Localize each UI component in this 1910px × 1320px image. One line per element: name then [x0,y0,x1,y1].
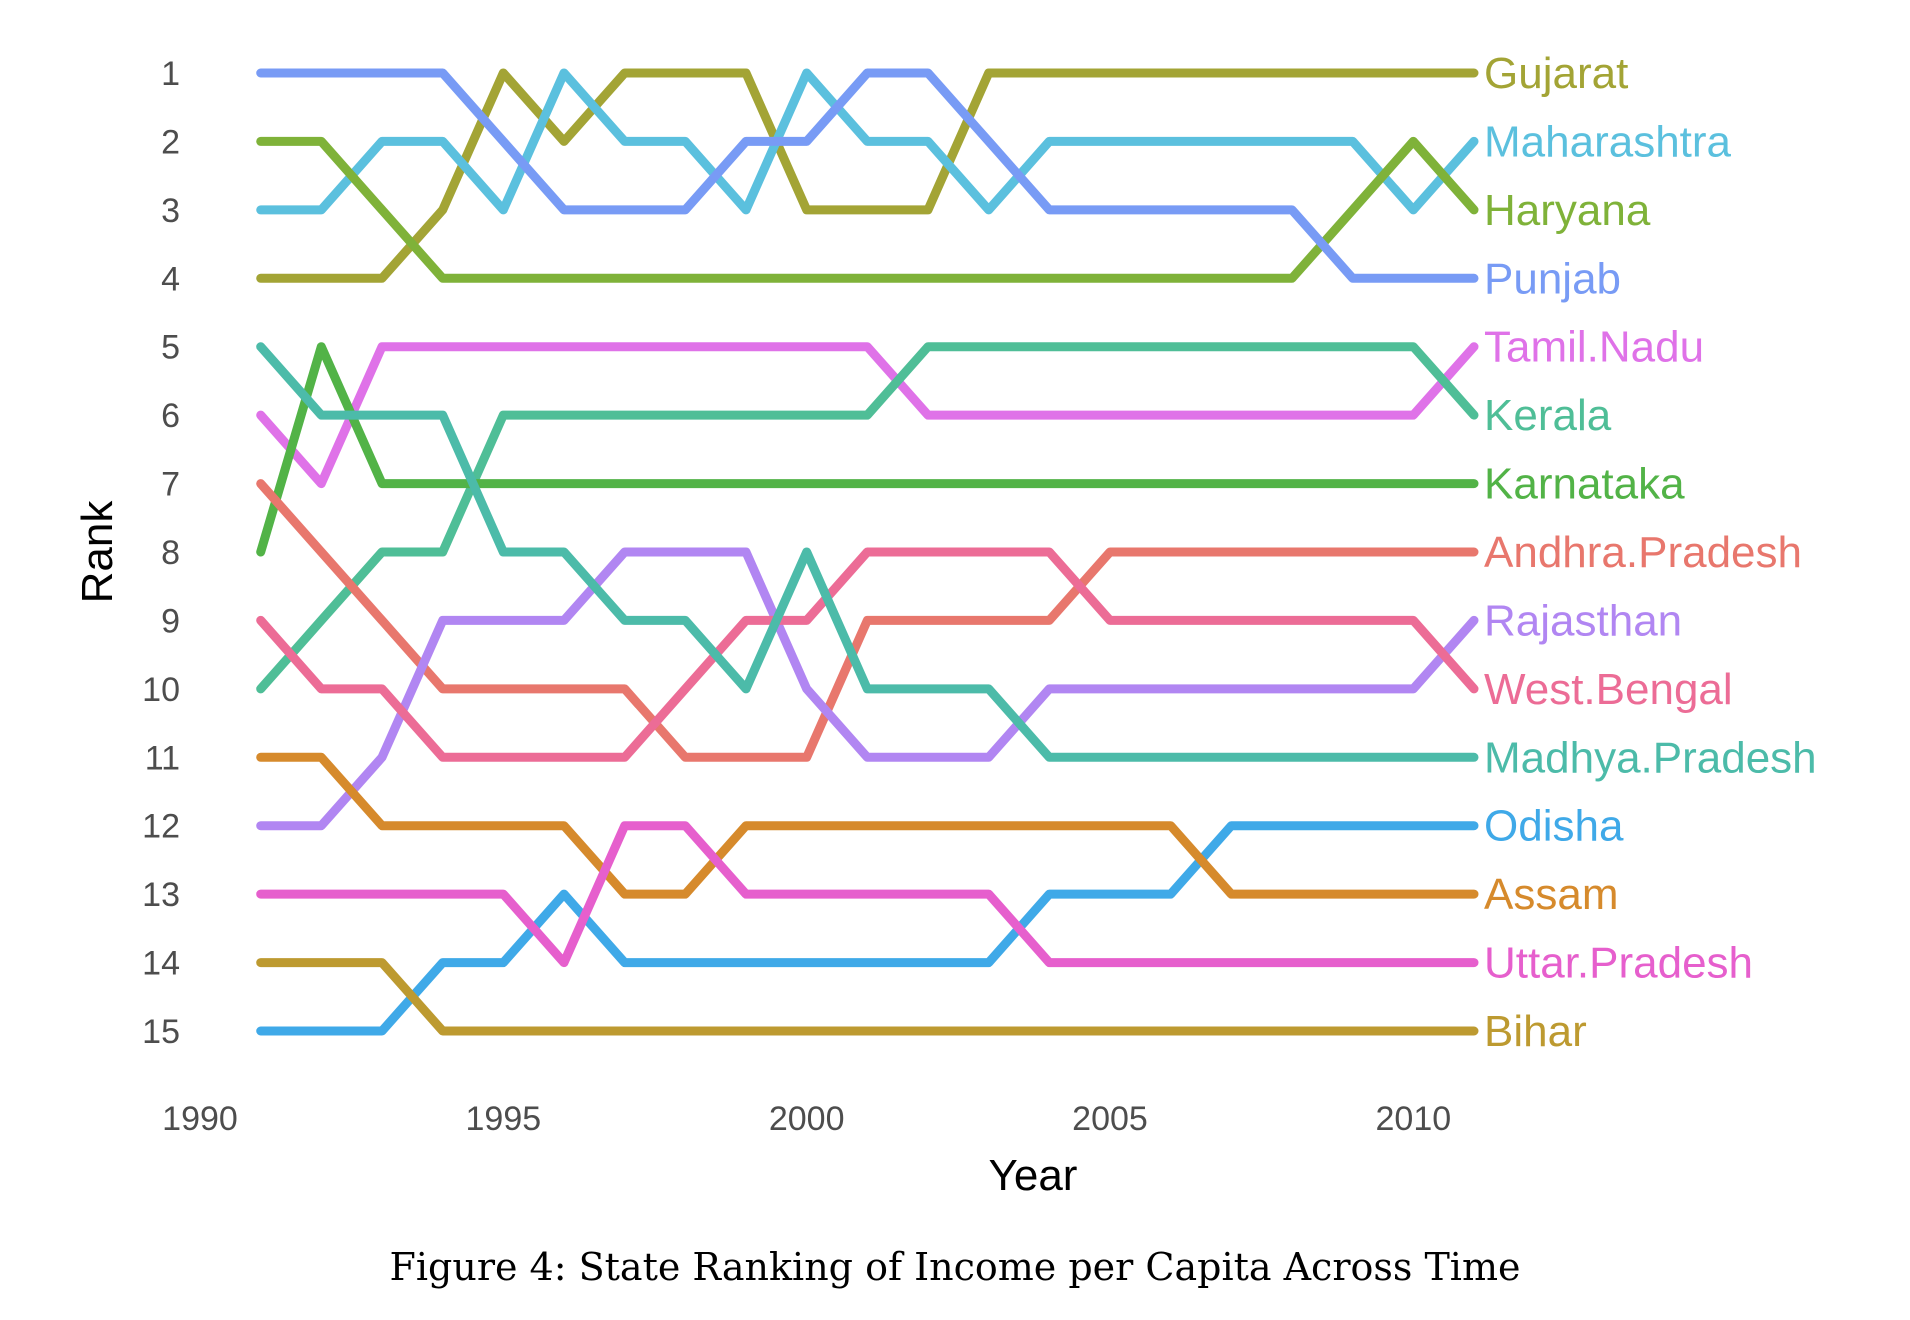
y-tick-label: 4 [161,260,180,298]
line-bihar [256,958,1479,1036]
end-label-haryana: Haryana [1484,186,1651,235]
y-tick-label: 7 [161,466,180,504]
y-tick-label: 11 [145,739,180,777]
line-andhra-pradesh [256,479,1479,762]
y-axis-title: Rank [73,500,122,604]
y-tick-label: 8 [161,534,180,572]
end-label-tamil-nadu: Tamil.Nadu [1484,323,1704,372]
line-karnataka [256,342,1479,557]
y-tick-label: 3 [161,192,180,230]
y-tick-label: 5 [161,329,180,367]
end-label-karnataka: Karnataka [1484,460,1685,509]
line-gujarat [256,68,1479,283]
end-label-west-bengal: West.Bengal [1484,665,1733,714]
y-tick-label: 14 [142,945,180,983]
y-tick-label: 1 [161,55,180,93]
end-label-kerala: Kerala [1484,391,1612,440]
end-label-assam: Assam [1484,870,1618,919]
line-west-bengal [256,547,1479,762]
line-maharashtra [256,68,1479,215]
end-label-punjab: Punjab [1484,254,1621,303]
y-tick-label: 2 [161,123,180,161]
x-tick-label: 2000 [769,1100,845,1138]
y-tick-label: 15 [142,1013,180,1051]
line-uttar-pradesh [256,821,1479,968]
x-tick-label: 1990 [162,1100,238,1138]
line-kerala [256,342,1479,694]
end-label-maharashtra: Maharashtra [1484,117,1732,166]
end-label-gujarat: Gujarat [1484,49,1628,98]
end-label-madhya-pradesh: Madhya.Pradesh [1484,733,1817,782]
end-label-rajasthan: Rajasthan [1484,596,1682,645]
end-label-andhra-pradesh: Andhra.Pradesh [1484,528,1802,577]
x-axis-ticks: 1990 1995 2000 2005 2010 [162,1100,1451,1138]
line-odisha [256,821,1479,1036]
y-tick-label: 12 [142,808,180,846]
line-punjab [256,68,1479,283]
y-tick-label: 13 [142,876,180,914]
series-end-labels: Gujarat Maharashtra Haryana Punjab Tamil.Nad… [1484,49,1817,1056]
line-madhya-pradesh [256,342,1479,762]
line-haryana [256,136,1479,283]
y-tick-label: 10 [142,671,180,709]
x-tick-label: 2010 [1376,1100,1452,1138]
y-tick-label: 6 [161,397,180,435]
x-axis-title: Year [989,1151,1078,1200]
figure-caption: Figure 4: State Ranking of Income per Ca… [389,1245,1521,1289]
end-label-odisha: Odisha [1484,802,1624,851]
end-label-bihar: Bihar [1484,1007,1587,1056]
x-tick-label: 1995 [466,1100,542,1138]
end-label-uttar-pradesh: Uttar.Pradesh [1484,939,1753,988]
line-rajasthan [256,547,1479,831]
series-lines [256,68,1479,1036]
x-tick-label: 2005 [1072,1100,1148,1138]
line-assam [256,752,1479,899]
line-tamil-nadu [256,342,1479,489]
y-tick-label: 9 [161,602,180,640]
